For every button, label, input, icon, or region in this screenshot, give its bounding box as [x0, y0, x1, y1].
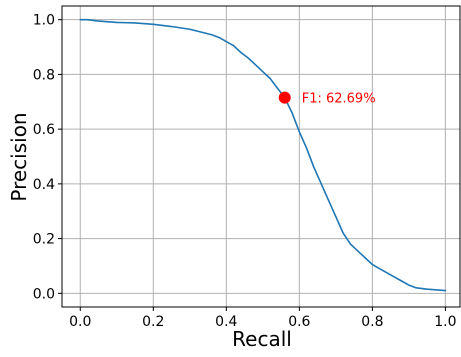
x-tick-label: 0.2	[142, 314, 164, 330]
x-axis-label: Recall	[232, 327, 292, 351]
marker-layer: F1: 62.69%	[278, 91, 376, 107]
y-tick-label: 0.0	[33, 286, 55, 302]
plot-frame	[61, 5, 461, 308]
tick-layer: 0.0 0.2 0.4 0.6 0.8 1.0 0.0 0.2 0.4 0.6 0.8 1.0	[33, 13, 457, 330]
x-tick-label: 1.0	[434, 314, 456, 330]
precision-recall-line	[79, 18, 447, 292]
grid-layer	[62, 6, 460, 307]
f1-annotation: F1: 62.69%	[302, 92, 376, 107]
y-tick-label: 0.4	[33, 177, 55, 193]
series-layer	[79, 18, 447, 292]
f1-marker-point	[278, 91, 291, 104]
y-tick-label: 1.0	[33, 13, 55, 29]
y-axis-label: Precision	[7, 112, 31, 201]
x-tick-label: 0.8	[361, 314, 383, 330]
x-tick-label: 0.0	[69, 314, 91, 330]
x-tick-label: 0.4	[215, 314, 237, 330]
x-tick-label: 0.6	[288, 314, 310, 330]
y-tick-label: 0.2	[33, 232, 55, 248]
y-tick-label: 0.6	[33, 122, 55, 138]
y-tick-label: 0.8	[33, 67, 55, 83]
plot-background	[62, 6, 460, 307]
